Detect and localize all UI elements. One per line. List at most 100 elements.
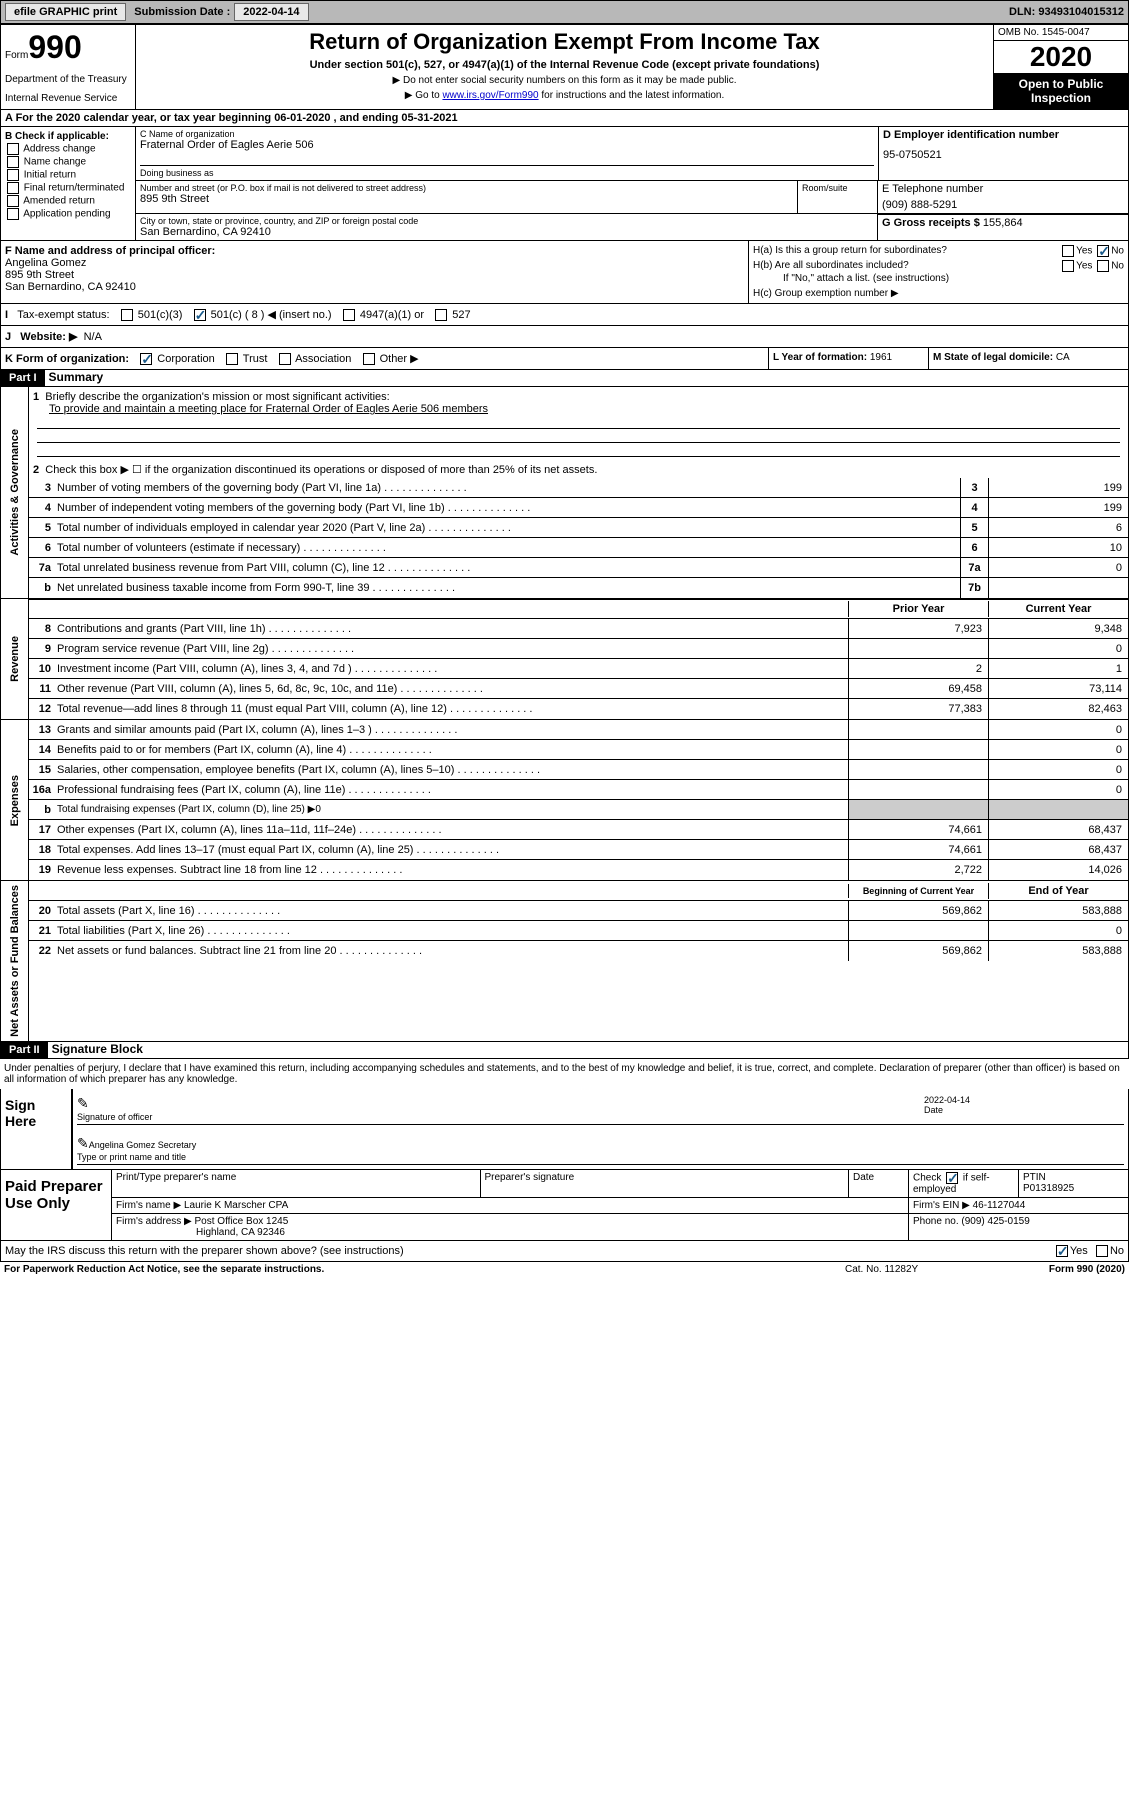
preparer-block: Paid Preparer Use Only Print/Type prepar…	[0, 1170, 1129, 1241]
gov-label: Activities & Governance	[9, 425, 21, 560]
self-emp-check[interactable]	[946, 1172, 958, 1184]
line-14: 14 Benefits paid to or for members (Part…	[29, 740, 1128, 760]
part1-net: Net Assets or Fund Balances Beginning of…	[0, 881, 1129, 1042]
form-link[interactable]: www.irs.gov/Form990	[442, 90, 538, 101]
line-19: 19 Revenue less expenses. Subtract line …	[29, 860, 1128, 880]
part1-rev: Revenue Prior Year Current Year 8 Contri…	[0, 599, 1129, 720]
501c-check[interactable]	[194, 309, 206, 321]
year: 2020	[994, 41, 1128, 73]
phone: (909) 888-5291	[882, 199, 1124, 211]
other-check[interactable]	[363, 353, 375, 365]
end-year-hdr: End of Year	[988, 883, 1128, 899]
line-5: 5 Total number of individuals employed i…	[29, 518, 1128, 538]
city-label: City or town, state or province, country…	[140, 216, 873, 226]
form-word: Form	[5, 50, 28, 61]
line-9: 9 Program service revenue (Part VIII, li…	[29, 639, 1128, 659]
final-return-check[interactable]	[7, 182, 19, 194]
fgh-row: F Name and address of principal officer:…	[0, 241, 1129, 304]
prior-year-hdr: Prior Year	[848, 601, 988, 617]
officer-label: F Name and address of principal officer:	[5, 245, 215, 257]
submission-date: 2022-04-14	[234, 3, 308, 21]
rev-label: Revenue	[9, 632, 21, 686]
form-note1: ▶ Do not enter social security numbers o…	[140, 75, 989, 86]
line-3: 3 Number of voting members of the govern…	[29, 478, 1128, 498]
addr-change-check[interactable]	[7, 143, 19, 155]
klm-row: K Form of organization: Corporation Trus…	[0, 348, 1129, 370]
discuss-row: May the IRS discuss this return with the…	[0, 1241, 1129, 1262]
line-b: b Total fundraising expenses (Part IX, c…	[29, 800, 1128, 820]
hb-no[interactable]	[1097, 260, 1109, 272]
part1-exp: Expenses 13 Grants and similar amounts p…	[0, 720, 1129, 881]
form-subtitle: Under section 501(c), 527, or 4947(a)(1)…	[140, 59, 989, 71]
city: San Bernardino, CA 92410	[140, 226, 873, 238]
4947-check[interactable]	[343, 309, 355, 321]
initial-return-check[interactable]	[7, 169, 19, 181]
line-22: 22 Net assets or fund balances. Subtract…	[29, 941, 1128, 961]
hb-note: If "No," attach a list. (see instruction…	[753, 273, 1124, 284]
trust-check[interactable]	[226, 353, 238, 365]
ein-label: D Employer identification number	[883, 129, 1059, 141]
line-16a: 16a Professional fundraising fees (Part …	[29, 780, 1128, 800]
officer-city: San Bernardino, CA 92410	[5, 281, 744, 293]
line-8: 8 Contributions and grants (Part VIII, l…	[29, 619, 1128, 639]
gross-label: G Gross receipts $	[882, 217, 980, 229]
part1-header: Part ISummary	[0, 370, 1129, 387]
line-4: 4 Number of independent voting members o…	[29, 498, 1128, 518]
footer: For Paperwork Reduction Act Notice, see …	[0, 1262, 1129, 1277]
line-11: 11 Other revenue (Part VIII, column (A),…	[29, 679, 1128, 699]
amended-check[interactable]	[7, 195, 19, 207]
line-10: 10 Investment income (Part VIII, column …	[29, 659, 1128, 679]
dln: DLN: 93493104015312	[1009, 6, 1124, 18]
officer-street: 895 9th Street	[5, 269, 744, 281]
discuss-yes[interactable]	[1056, 1245, 1068, 1257]
527-check[interactable]	[435, 309, 447, 321]
net-label: Net Assets or Fund Balances	[9, 881, 21, 1041]
mission: To provide and maintain a meeting place …	[49, 403, 488, 415]
room-label: Room/suite	[802, 183, 873, 193]
corp-check[interactable]	[140, 353, 152, 365]
line-18: 18 Total expenses. Add lines 13–17 (must…	[29, 840, 1128, 860]
ein: 95-0750521	[883, 149, 1124, 161]
efile-btn[interactable]: efile GRAPHIC print	[5, 3, 126, 21]
dba-label: Doing business as	[140, 165, 874, 178]
line-12: 12 Total revenue—add lines 8 through 11 …	[29, 699, 1128, 719]
line-21: 21 Total liabilities (Part X, line 26) 0	[29, 921, 1128, 941]
sign-here: Sign Here	[1, 1089, 71, 1169]
part1-gov: Activities & Governance 1 Briefly descri…	[0, 387, 1129, 599]
501c3-check[interactable]	[121, 309, 133, 321]
pending-check[interactable]	[7, 208, 19, 220]
curr-year-hdr: Current Year	[988, 601, 1128, 617]
begin-year-hdr: Beginning of Current Year	[848, 884, 988, 898]
irs: Internal Revenue Service	[5, 93, 131, 104]
line-7a: 7a Total unrelated business revenue from…	[29, 558, 1128, 578]
ha-no[interactable]	[1097, 245, 1109, 257]
form-note2: ▶ Go to www.irs.gov/Form990 for instruct…	[140, 90, 989, 101]
phone-label: E Telephone number	[882, 183, 1124, 195]
col-b: B Check if applicable: Address change Na…	[1, 127, 136, 240]
part2-header: Part IISignature Block	[0, 1042, 1129, 1059]
assoc-check[interactable]	[279, 353, 291, 365]
topbar: efile GRAPHIC print Submission Date : 20…	[0, 0, 1129, 24]
tax-status: I Tax-exempt status: 501(c)(3) 501(c) ( …	[0, 304, 1129, 326]
line-6: 6 Total number of volunteers (estimate i…	[29, 538, 1128, 558]
street: 895 9th Street	[140, 193, 793, 205]
discuss-no[interactable]	[1096, 1245, 1108, 1257]
form-990: 990	[28, 29, 81, 65]
line-15: 15 Salaries, other compensation, employe…	[29, 760, 1128, 780]
section-bc: B Check if applicable: Address change Na…	[0, 127, 1129, 241]
line-b: b Net unrelated business taxable income …	[29, 578, 1128, 598]
hb-yes[interactable]	[1062, 260, 1074, 272]
form-title: Return of Organization Exempt From Incom…	[140, 29, 989, 55]
gross-val: 155,864	[983, 217, 1023, 229]
ha-yes[interactable]	[1062, 245, 1074, 257]
line-13: 13 Grants and similar amounts paid (Part…	[29, 720, 1128, 740]
name-label: C Name of organization	[140, 129, 874, 139]
omb: OMB No. 1545-0047	[994, 25, 1128, 41]
name-change-check[interactable]	[7, 156, 19, 168]
sign-block: Sign Here ✎Signature of officer 2022-04-…	[0, 1089, 1129, 1170]
website-row: J Website: ▶ N/A	[0, 326, 1129, 348]
form-header: Form990 Department of the Treasury Inter…	[0, 24, 1129, 110]
submission-label: Submission Date :	[134, 6, 230, 18]
sig-declaration: Under penalties of perjury, I declare th…	[0, 1059, 1129, 1089]
org-name: Fraternal Order of Eagles Aerie 506	[140, 139, 874, 151]
